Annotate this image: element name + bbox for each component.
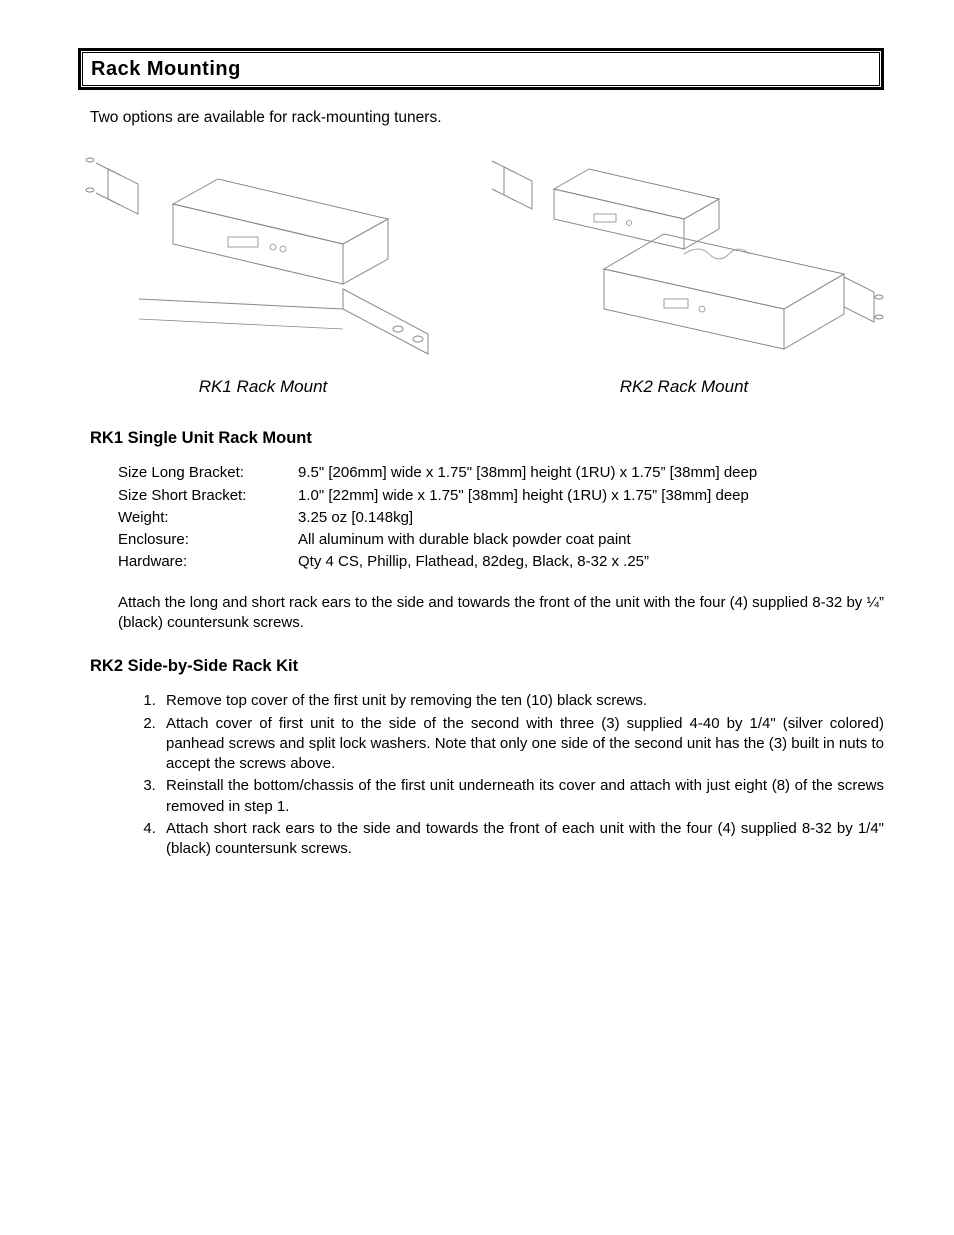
list-item: Attach cover of first unit to the side o…: [160, 714, 884, 775]
figure-rk2-caption: RK2 Rack Mount: [484, 376, 884, 399]
rk1-heading: RK1 Single Unit Rack Mount: [90, 427, 884, 449]
figure-rk1-caption: RK1 Rack Mount: [78, 376, 448, 399]
table-row: Enclosure:All aluminum with durable blac…: [118, 530, 757, 552]
table-row: Weight:3.25 oz [0.148kg]: [118, 508, 757, 530]
page-title-box: Rack Mounting: [78, 48, 884, 90]
table-row: Size Short Bracket:1.0" [22mm] wide x 1.…: [118, 486, 757, 508]
spec-label: Weight:: [118, 508, 298, 530]
rk1-paragraph: Attach the long and short rack ears to t…: [118, 593, 884, 634]
rk2-steps-list: Remove top cover of the first unit by re…: [136, 691, 884, 859]
list-item: Remove top cover of the first unit by re…: [160, 691, 884, 711]
figure-rk2: RK2 Rack Mount: [484, 149, 884, 399]
spec-value: 9.5" [206mm] wide x 1.75" [38mm] height …: [298, 463, 757, 485]
spec-label: Enclosure:: [118, 530, 298, 552]
rk2-diagram-icon: [484, 149, 884, 364]
table-row: Size Long Bracket:9.5" [206mm] wide x 1.…: [118, 463, 757, 485]
table-row: Hardware:Qty 4 CS, Phillip, Flathead, 82…: [118, 552, 757, 574]
list-item: Reinstall the bottom/chassis of the firs…: [160, 776, 884, 817]
intro-paragraph: Two options are available for rack-mount…: [90, 108, 884, 129]
spec-value: Qty 4 CS, Phillip, Flathead, 82deg, Blac…: [298, 552, 757, 574]
spec-value: All aluminum with durable black powder c…: [298, 530, 757, 552]
figure-rk1: RK1 Rack Mount: [78, 149, 448, 399]
page-title: Rack Mounting: [82, 52, 880, 86]
spec-label: Size Short Bracket:: [118, 486, 298, 508]
spec-label: Hardware:: [118, 552, 298, 574]
spec-value: 3.25 oz [0.148kg]: [298, 508, 757, 530]
rk2-heading: RK2 Side-by-Side Rack Kit: [90, 655, 884, 677]
rk1-diagram-icon: [78, 149, 448, 364]
spec-value: 1.0" [22mm] wide x 1.75" [38mm] height (…: [298, 486, 757, 508]
list-item: Attach short rack ears to the side and t…: [160, 819, 884, 860]
spec-label: Size Long Bracket:: [118, 463, 298, 485]
rk1-spec-table: Size Long Bracket:9.5" [206mm] wide x 1.…: [118, 463, 757, 574]
figures-row: RK1 Rack Mount RK2 Rack M: [78, 149, 884, 399]
